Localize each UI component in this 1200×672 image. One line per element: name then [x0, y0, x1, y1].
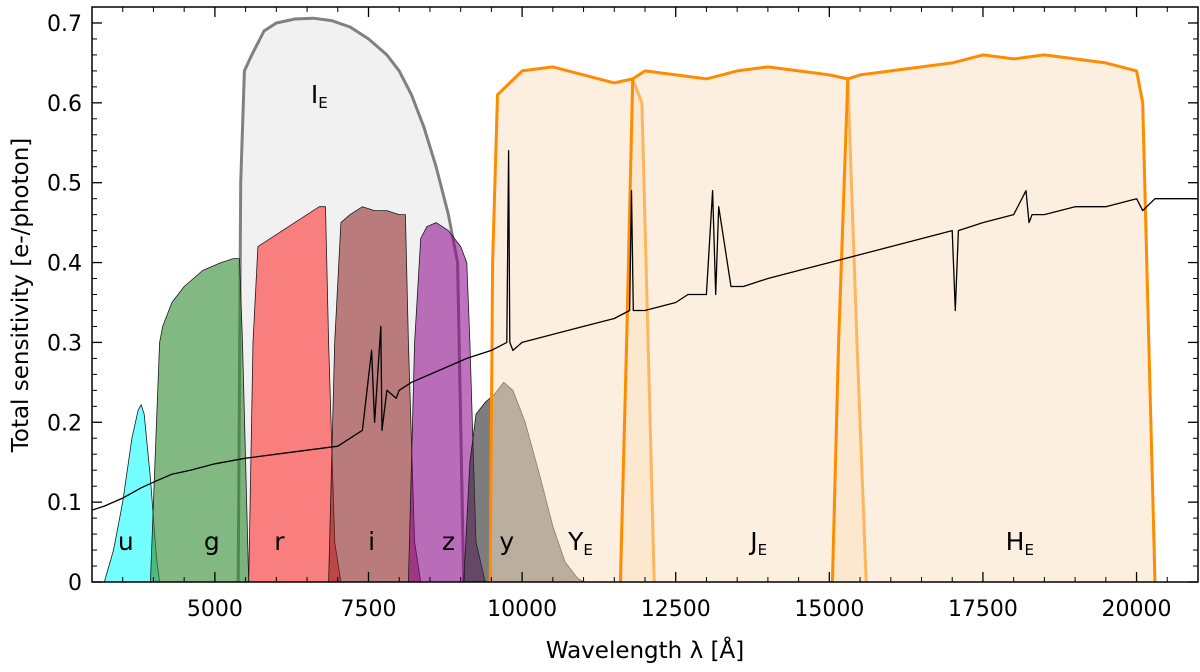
- band-fill-h-e: [832, 54, 1155, 582]
- y-axis-title: Total sensitivity [e-/photon]: [8, 138, 34, 454]
- x-tick-label: 15000: [794, 597, 864, 622]
- band-label-sub: E: [583, 541, 592, 559]
- series-layer: [92, 16, 1198, 582]
- band-label-y: y: [499, 527, 514, 556]
- spectrum-line: [92, 150, 1198, 511]
- y-tick-label: 0.3: [47, 331, 82, 356]
- ticks-layer: 5000 7500 10000 12500 15000 17500 20000 0 0.1 0.2…: [47, 7, 1198, 622]
- band-label-sub: E: [1024, 541, 1033, 559]
- band-label-g: g: [204, 527, 220, 556]
- band-fill-z: [408, 222, 486, 582]
- band-curve-i: [328, 206, 422, 582]
- y-tick-label: 0: [68, 571, 82, 596]
- band-fill-g: [150, 258, 249, 582]
- x-tick-label: 5000: [187, 597, 243, 622]
- band-curve-g: [150, 258, 250, 582]
- band-fill-r: [248, 206, 341, 582]
- x-tick-label: 7500: [341, 597, 397, 622]
- x-tick-label: 20000: [1102, 597, 1172, 622]
- band-label-sub: E: [758, 541, 767, 559]
- band-label-r: r: [274, 527, 285, 556]
- band-curve-z: [408, 222, 486, 582]
- x-tick-label: 12500: [641, 597, 711, 622]
- x-tick-label: 17500: [948, 597, 1018, 622]
- y-tick-label: 0.7: [47, 12, 82, 37]
- band-label-i: i: [368, 527, 375, 556]
- band-curve-h-e: [830, 53, 1157, 582]
- y-tick-label: 0.4: [47, 252, 82, 277]
- band-label-sub: E: [318, 94, 327, 112]
- y-tick-label: 0.5: [47, 172, 82, 197]
- x-axis-title: Wavelength λ [Å]: [546, 636, 744, 664]
- y-tick-label: 0.1: [47, 491, 82, 516]
- y-tick-label: 0.2: [47, 411, 82, 436]
- band-curve-r: [248, 206, 342, 582]
- band-fill-j-e: [620, 66, 867, 582]
- y-tick-label: 0.6: [47, 92, 82, 117]
- band-curve-i-e: [236, 16, 466, 582]
- band-label-u: u: [118, 527, 134, 556]
- x-tick-label: 10000: [487, 597, 557, 622]
- band-fill-i: [328, 206, 421, 582]
- band-label-z: z: [442, 527, 455, 556]
- band-fill-y-e: [490, 66, 655, 582]
